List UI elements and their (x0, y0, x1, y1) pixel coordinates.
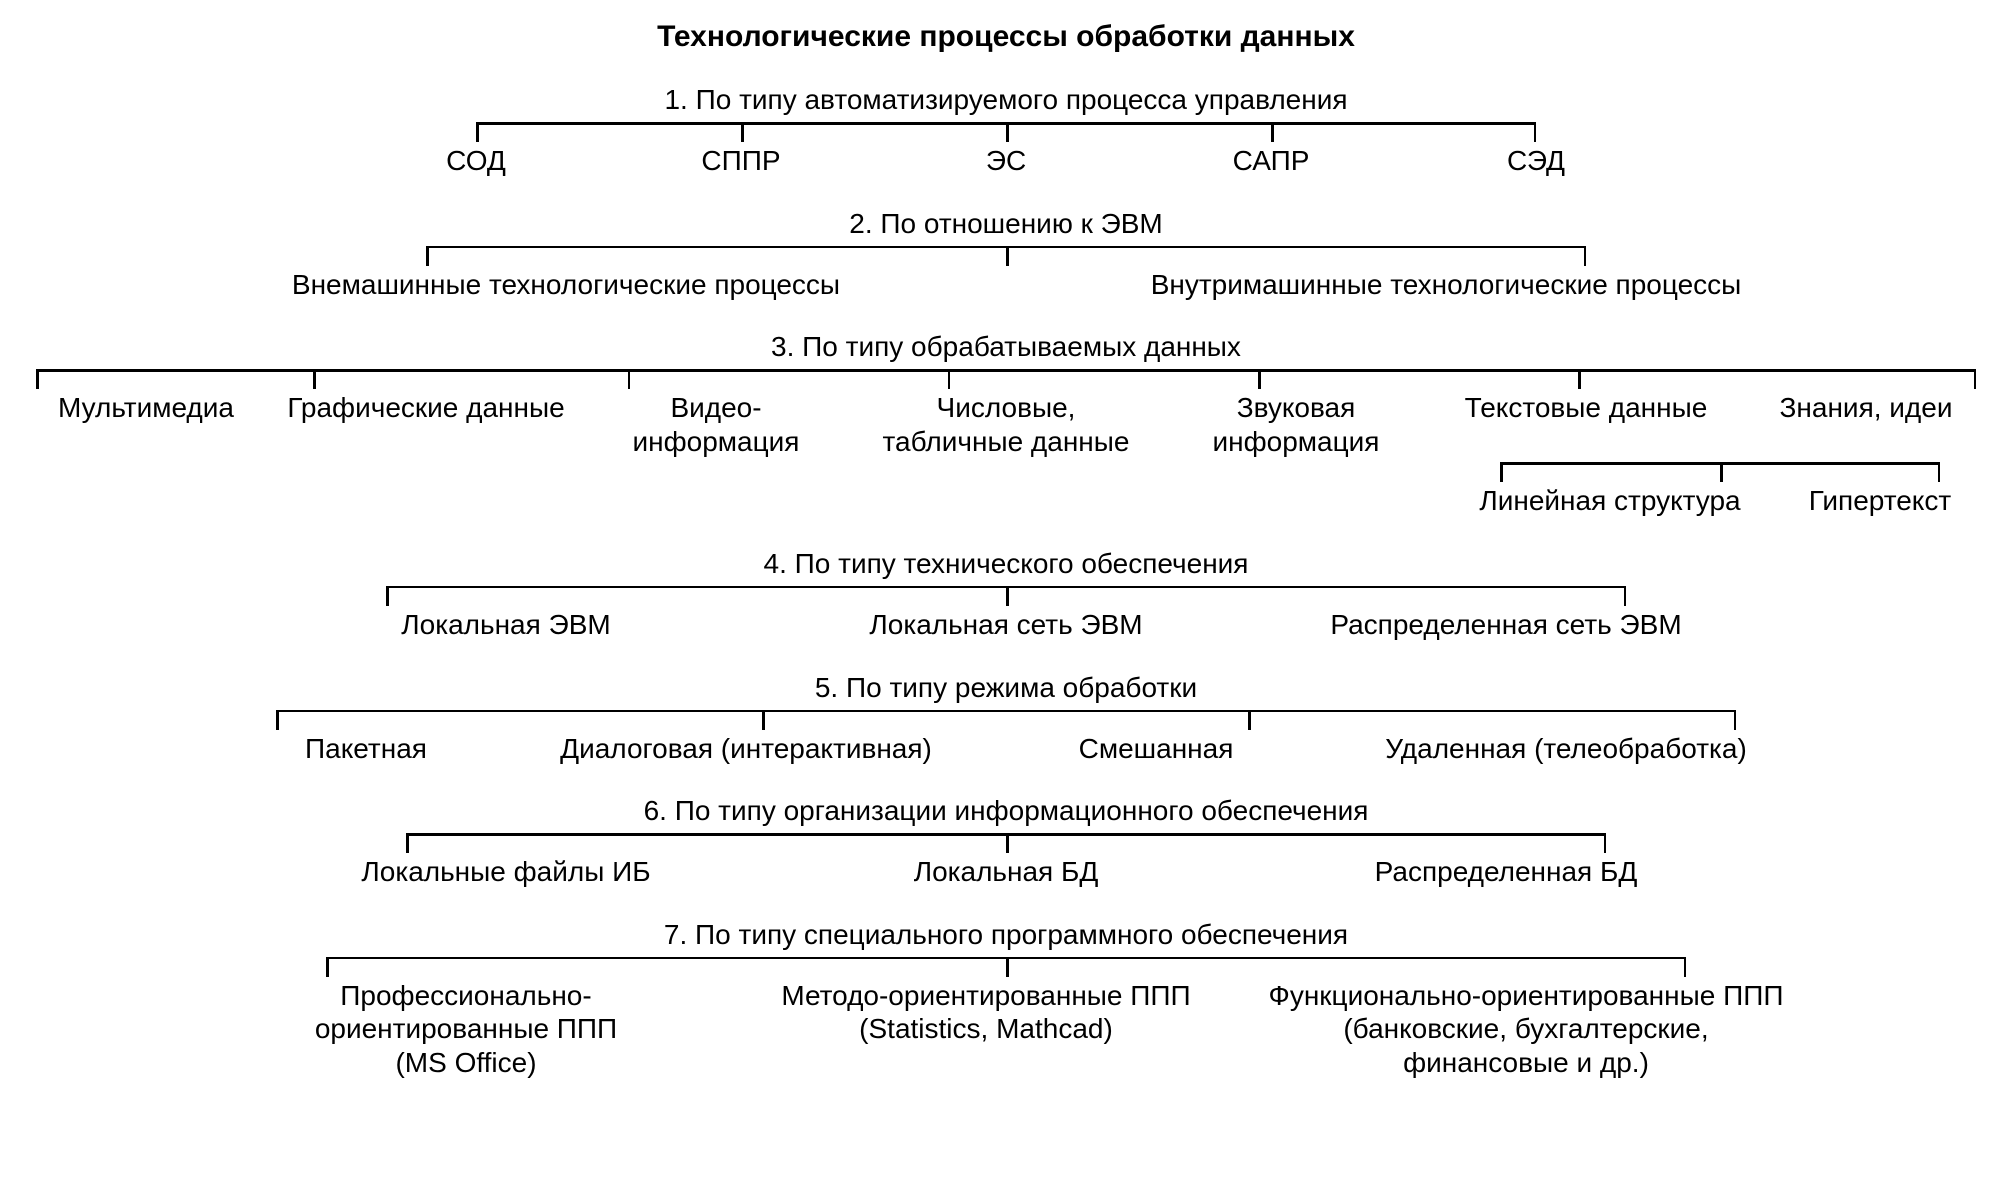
section-3-tick (1578, 369, 1581, 389)
section-1-title: 1. По типу автоматизируемого процесса уп… (0, 84, 2012, 116)
section-7: 7. По типу специального программного обе… (0, 919, 2012, 1080)
section-1-tick (1534, 122, 1537, 142)
section-5-item: Пакетная (216, 732, 516, 766)
section-1-tick (1271, 122, 1274, 142)
section-5-item: Диалоговая (интерактивная) (516, 732, 976, 766)
section-3-item: Звуковая информация (1166, 391, 1426, 458)
section-2-items-row: Внемашинные технологические процессыВнут… (126, 268, 1886, 302)
section-3-item: Графические данные (266, 391, 586, 425)
section-2-item: Внемашинные технологические процессы (126, 268, 1006, 302)
section-5-item: Удаленная (телеобработка) (1336, 732, 1796, 766)
section-1-tick (1006, 122, 1009, 142)
section-2-title: 2. По отношению к ЭВМ (0, 208, 2012, 240)
section-3-tick (1258, 369, 1261, 389)
section-7-tick (1684, 957, 1687, 977)
section-3-bracket (36, 369, 1976, 389)
section-5-tick (762, 710, 765, 730)
section-3-bracket-line (36, 369, 1976, 372)
section-5-item: Смешанная (976, 732, 1336, 766)
section-3-item: Текстовые данные (1426, 391, 1746, 425)
section-5-bracket (276, 710, 1736, 730)
section-2-item: Внутримашинные технологические процессы (1006, 268, 1886, 302)
section-3-tick (628, 369, 631, 389)
section-3-item: Видео- информация (586, 391, 846, 458)
section-1-item: СОД (344, 144, 609, 178)
section-4-title: 4. По типу технического обеспечения (0, 548, 2012, 580)
section-6-tick (406, 833, 409, 853)
section-6-title: 6. По типу организации информационного о… (0, 795, 2012, 827)
section-6-tick (1604, 833, 1607, 853)
section-7-item: Профессионально- ориентированные ППП (MS… (206, 979, 726, 1080)
section-6: 6. По типу организации информационного о… (0, 795, 2012, 889)
section-3-sub-item: Гипертекст (1770, 484, 1990, 518)
section-7-tick (326, 957, 329, 977)
section-2-bracket (426, 246, 1586, 266)
section-5-title: 5. По типу режима обработки (0, 672, 2012, 704)
section-6-item: Локальная БД (756, 855, 1256, 889)
section-4-tick (1006, 586, 1009, 606)
section-1-item: САПР (1139, 144, 1404, 178)
section-3-item: Знания, идеи (1746, 391, 1986, 425)
section-7-tick (1006, 957, 1009, 977)
section-4-item: Локальная сеть ЭВМ (756, 608, 1256, 642)
section-6-tick (1006, 833, 1009, 853)
section-6-item: Локальные файлы ИБ (256, 855, 756, 889)
section-3-sub-bracket (1500, 462, 1940, 482)
section-1-item: ЭС (874, 144, 1139, 178)
section-2-tick (1006, 246, 1009, 266)
section-5: 5. По типу режима обработки ПакетнаяДиало… (0, 672, 2012, 766)
section-4-item: Локальная ЭВМ (256, 608, 756, 642)
section-5-items-row: ПакетнаяДиалоговая (интерактивная)Смешан… (216, 732, 1796, 766)
section-3-title: 3. По типу обрабатываемых данных (0, 331, 2012, 363)
section-1-item: СППР (609, 144, 874, 178)
section-1-tick (741, 122, 744, 142)
section-5-tick (1248, 710, 1251, 730)
section-4-bracket (386, 586, 1626, 606)
section-3-sub-items-row: Линейная структураГипертекст (1450, 484, 1990, 518)
section-4-tick (386, 586, 389, 606)
section-1-items-row: СОДСППРЭССАПРСЭД (344, 144, 1669, 178)
section-3-tick (1974, 369, 1977, 389)
section-3-tick (36, 369, 39, 389)
section-3-sub-item: Линейная структура (1450, 484, 1770, 518)
section-5-bracket-line (276, 710, 1736, 713)
section-7-item: Методо-ориентированные ППП (Statistics, … (726, 979, 1246, 1046)
section-3-tick (948, 369, 951, 389)
section-1-bracket (476, 122, 1536, 142)
diagram-page: Технологические процессы обработки данны… (0, 0, 2012, 1196)
section-1-tick (476, 122, 479, 142)
section-3-sub-tick (1938, 462, 1941, 482)
section-3-sub-tick (1720, 462, 1723, 482)
section-4-items-row: Локальная ЭВМЛокальная сеть ЭВМРаспредел… (256, 608, 1756, 642)
section-2-tick (1584, 246, 1587, 266)
section-7-items-row: Профессионально- ориентированные ППП (MS… (206, 979, 1806, 1080)
section-1: 1. По типу автоматизируемого процесса уп… (0, 84, 2012, 178)
section-4-item: Распределенная сеть ЭВМ (1256, 608, 1756, 642)
section-7-bracket (326, 957, 1686, 977)
section-3-sub-tick (1500, 462, 1503, 482)
section-3-item: Мультимедиа (26, 391, 266, 425)
section-3: 3. По типу обрабатываемых данных Мультиме… (0, 331, 2012, 518)
section-7-title: 7. По типу специального программного обе… (0, 919, 2012, 951)
section-5-tick (276, 710, 279, 730)
sections-container: 1. По типу автоматизируемого процесса уп… (0, 84, 2012, 1080)
section-5-tick (1734, 710, 1737, 730)
section-2: 2. По отношению к ЭВМ Внемашинные техноло… (0, 208, 2012, 302)
section-3-sub: Линейная структураГипертекст (0, 462, 2012, 518)
section-3-tick (313, 369, 316, 389)
section-6-bracket (406, 833, 1606, 853)
section-3-item: Числовые, табличные данные (846, 391, 1166, 458)
main-title: Технологические процессы обработки данны… (0, 20, 2012, 54)
section-4: 4. По типу технического обеспечения Локал… (0, 548, 2012, 642)
section-6-items-row: Локальные файлы ИБЛокальная БДРаспределе… (256, 855, 1756, 889)
section-3-items-row: МультимедиаГрафические данныеВидео- инфо… (26, 391, 1986, 458)
section-1-item: СЭД (1404, 144, 1669, 178)
section-6-item: Распределенная БД (1256, 855, 1756, 889)
section-7-item: Функционально-ориентированные ППП (банко… (1246, 979, 1806, 1080)
section-4-tick (1624, 586, 1627, 606)
section-2-tick (426, 246, 429, 266)
